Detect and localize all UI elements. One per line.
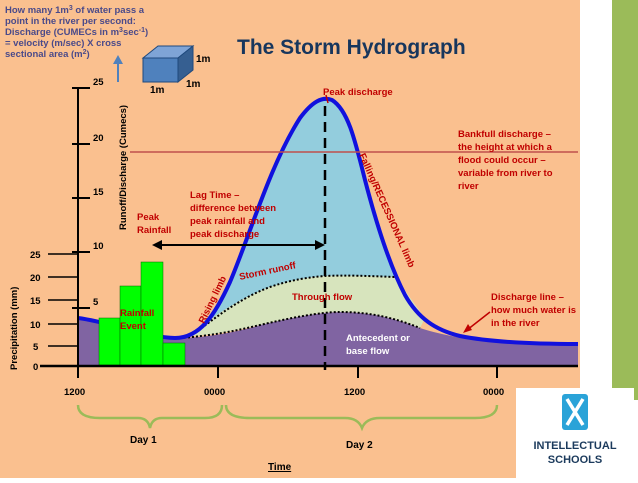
precip-tick-5: 5 bbox=[33, 342, 39, 353]
precip-tick-0: 0 bbox=[33, 362, 38, 373]
peak-discharge-label: Peak discharge bbox=[323, 87, 393, 98]
info-line1: How many 1m3 of water pass a bbox=[5, 5, 145, 17]
bankfull-label-3: flood could occur – bbox=[458, 155, 546, 166]
day2-brace bbox=[224, 404, 499, 432]
peak-discharge-pointer bbox=[325, 94, 329, 104]
discharge-tick-5: 5 bbox=[93, 297, 99, 308]
discharge-line-label-2: how much water is bbox=[491, 305, 576, 316]
discharge-tick-10: 10 bbox=[93, 241, 104, 252]
time-ticks bbox=[77, 366, 498, 378]
rainfall-event-label-1: Rainfall bbox=[120, 308, 154, 319]
info-line4: = velocity (m/sec) X cross bbox=[5, 38, 121, 49]
lag-time-label-4: peak discharge bbox=[190, 229, 259, 240]
accent-bar bbox=[612, 0, 638, 400]
discharge-line-label-1: Discharge line – bbox=[491, 292, 564, 303]
precip-tick-10: 10 bbox=[30, 320, 41, 331]
info-text-block: How many 1m3 of water pass a point in th… bbox=[5, 5, 148, 61]
peak-rainfall-label-1: Peak bbox=[137, 212, 160, 223]
antecedent-label-1: Antecedent or bbox=[346, 333, 410, 344]
precip-tick-25: 25 bbox=[30, 250, 41, 261]
time-tick-1200-a: 1200 bbox=[64, 387, 85, 398]
bankfull-label-2: the height at which a bbox=[458, 142, 553, 153]
cube-label-height: 1m bbox=[196, 54, 211, 65]
base-flow-area bbox=[78, 312, 578, 365]
discharge-tick-25: 25 bbox=[93, 77, 104, 88]
precip-tick-20: 20 bbox=[30, 273, 41, 284]
lag-time-label-3: peak rainfall and bbox=[190, 216, 265, 227]
through-flow-label: Through flow bbox=[292, 292, 353, 303]
logo-line2: SCHOOLS bbox=[547, 454, 603, 466]
cube-label-width: 1m bbox=[150, 85, 165, 96]
discharge-ticks bbox=[72, 87, 90, 309]
precip-ticks bbox=[48, 253, 78, 347]
cube-illustration bbox=[141, 44, 195, 84]
info-arrow-head bbox=[113, 55, 123, 64]
storm-runoff-area bbox=[190, 99, 395, 336]
day1-brace bbox=[76, 404, 224, 429]
base-flow-boundary bbox=[179, 310, 421, 339]
lag-arrow-right-head bbox=[315, 240, 325, 250]
lag-time-label-2: difference between bbox=[190, 203, 276, 214]
discharge-axis-label: Runoff/Discharge (Cumecs) bbox=[118, 105, 129, 230]
discharge-line-label-3: in the river bbox=[491, 318, 540, 329]
logo-emblem-icon bbox=[562, 394, 588, 430]
rainfall-bar bbox=[98, 317, 121, 366]
page-title: The Storm Hydrograph bbox=[237, 36, 466, 59]
day1-label: Day 1 bbox=[130, 435, 157, 446]
lag-time-label-1: Lag Time – bbox=[190, 190, 239, 201]
peak-rainfall-label-2: Rainfall bbox=[137, 225, 171, 236]
info-line5: sectional area (m2) bbox=[5, 49, 90, 61]
through-flow-area bbox=[190, 275, 425, 336]
bankfull-label-1: Bankfull discharge – bbox=[458, 129, 551, 140]
rainfall-event-label-2: Event bbox=[120, 321, 147, 332]
discharge-line-pointer bbox=[466, 311, 491, 331]
through-flow-boundary bbox=[194, 274, 396, 334]
discharge-line-pointer-head bbox=[463, 324, 472, 333]
time-tick-1200-b: 1200 bbox=[344, 387, 365, 398]
discharge-tick-20: 20 bbox=[93, 133, 104, 144]
time-axis-label: Time bbox=[268, 462, 292, 473]
day2-label: Day 2 bbox=[346, 440, 373, 451]
time-tick-0000-a: 0000 bbox=[204, 387, 225, 398]
cube-labels: 1m 1m 1m bbox=[150, 54, 211, 96]
discharge-line bbox=[77, 96, 579, 346]
precip-tick-15: 15 bbox=[30, 296, 41, 307]
logo-line1: INTELLECTUAL bbox=[533, 440, 617, 452]
cube-label-depth: 1m bbox=[186, 79, 201, 90]
lag-arrow-left-head bbox=[152, 240, 162, 250]
bankfull-label-5: river bbox=[458, 181, 479, 192]
discharge-tick-15: 15 bbox=[93, 187, 104, 198]
antecedent-label-2: base flow bbox=[346, 346, 390, 357]
intellectual-schools-logo: INTELLECTUAL SCHOOLS bbox=[516, 388, 634, 478]
time-tick-0000-b: 0000 bbox=[483, 387, 504, 398]
precip-axis-label: Precipitation (mm) bbox=[9, 287, 20, 370]
bankfull-label-4: variable from river to bbox=[458, 168, 553, 179]
info-line3: Discharge (CUMECs in m3sec-1) bbox=[5, 27, 148, 39]
rainfall-bar bbox=[162, 342, 186, 366]
info-line2: point in the river per second: bbox=[5, 16, 136, 27]
